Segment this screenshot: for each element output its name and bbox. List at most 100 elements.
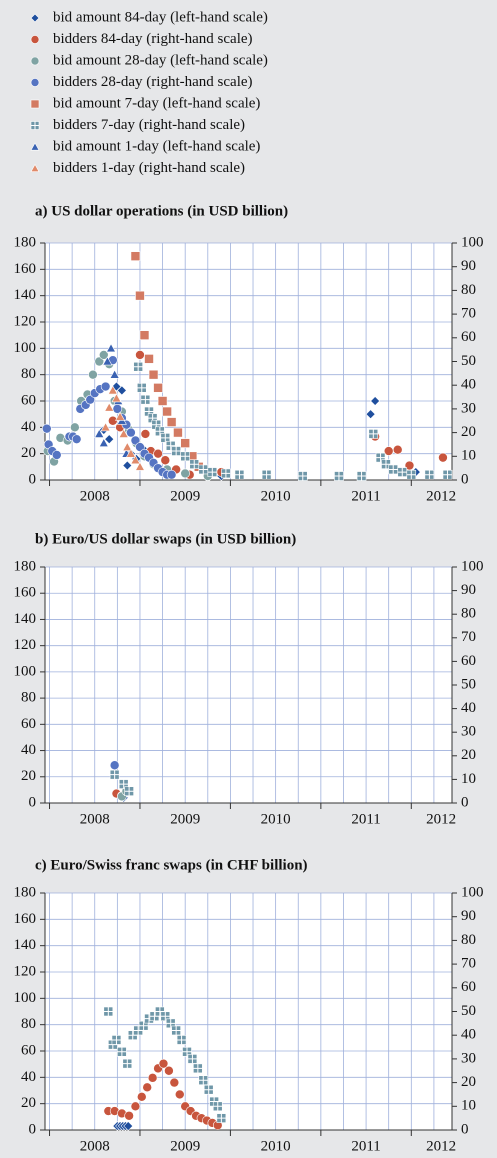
marker-square	[130, 251, 141, 261]
marker-triangle	[118, 428, 129, 438]
legend-label: bidders 7-day (right-hand scale)	[53, 117, 245, 133]
marker-body	[162, 406, 172, 417]
marker-square	[157, 396, 168, 406]
y2-tick-label: 0	[461, 471, 469, 487]
y-tick-label: 20	[21, 445, 36, 461]
marker-cross	[234, 470, 244, 480]
marker-square	[381, 459, 391, 470]
marker-square	[144, 354, 154, 364]
marker-circle	[70, 422, 80, 433]
marker-cross	[193, 1063, 203, 1073]
y2-tick-label: 10	[461, 1098, 476, 1114]
marker-circle	[153, 448, 163, 459]
y-tick-label: 20	[21, 1095, 36, 1111]
marker-circle	[30, 56, 40, 66]
marker-triangle	[134, 461, 145, 471]
x-tick-label: 2012	[426, 488, 456, 504]
marker-cross	[198, 1075, 208, 1085]
marker-triangle	[109, 369, 120, 379]
y2-tick-label: 90	[461, 908, 476, 924]
y-tick-label: 140	[14, 287, 37, 303]
marker-circle	[124, 1110, 134, 1121]
marker-square	[216, 1113, 227, 1123]
y2-tick-label: 50	[461, 353, 476, 369]
marker-cross	[189, 459, 199, 469]
marker-square	[207, 467, 218, 477]
marker-square	[30, 121, 40, 130]
marker-cross	[262, 470, 272, 480]
marker-body	[153, 383, 163, 393]
y2-tick-label: 70	[461, 629, 476, 645]
marker-cross	[406, 470, 416, 480]
y2-tick-label: 0	[461, 1121, 469, 1137]
marker-square	[198, 464, 209, 475]
marker-square	[180, 451, 190, 462]
y-tick-label: 160	[14, 261, 37, 277]
marker-square	[139, 330, 150, 340]
marker-circle	[438, 452, 448, 463]
legend-label: bidders 84-day (right-hand scale)	[53, 31, 253, 47]
marker-square	[111, 1035, 122, 1045]
marker-cross	[155, 426, 165, 436]
marker-triangle	[107, 385, 118, 395]
marker-circle	[135, 350, 145, 360]
marker-square	[103, 1006, 114, 1017]
marker-circle	[71, 434, 82, 444]
y-tick-label: 0	[29, 794, 37, 810]
marker-triangle	[98, 438, 109, 448]
x-tick-label: 2012	[426, 1138, 456, 1154]
marker-triangle	[130, 455, 141, 465]
marker-circle	[166, 469, 177, 480]
marker-square	[165, 1018, 176, 1029]
marker-cross	[133, 362, 143, 372]
y-tick-label: 100	[14, 990, 37, 1006]
marker-square	[171, 1025, 181, 1036]
marker-body	[173, 427, 183, 438]
y-tick-label: 60	[21, 716, 36, 732]
y-tick-label: 100	[14, 663, 37, 679]
y2-tick-label: 0	[461, 794, 469, 810]
marker-square	[155, 426, 165, 437]
marker-triangle	[122, 441, 133, 451]
y2-tick-label: 40	[461, 700, 476, 716]
marker-cross	[213, 1101, 223, 1111]
marker-circle	[100, 381, 111, 392]
marker-cross	[166, 1018, 176, 1028]
marker-diamond	[111, 381, 122, 392]
marker-square	[109, 769, 120, 780]
marker-circle	[160, 455, 171, 466]
marker-cross	[119, 779, 129, 789]
y2-tick-label: 90	[461, 258, 476, 274]
y-tick-label: 120	[14, 963, 37, 979]
x-tick-label: 2010	[261, 811, 291, 827]
x-tick-label: 2008	[80, 1138, 110, 1154]
marker-square	[297, 471, 308, 481]
marker-circle	[140, 429, 151, 439]
x-tick-label: 2010	[261, 1138, 291, 1154]
marker-cross	[424, 470, 434, 480]
y2-tick-label: 60	[461, 979, 476, 995]
y-tick-label: 180	[14, 884, 37, 900]
y-tick-label: 180	[14, 558, 37, 574]
marker-cross	[368, 429, 378, 439]
y-tick-label: 180	[14, 234, 37, 250]
marker-square	[118, 779, 129, 789]
marker-square	[176, 1035, 187, 1045]
marker-circle	[85, 394, 96, 405]
legend-label: bid amount 28-day (left-hand scale)	[53, 52, 268, 68]
marker-square	[388, 464, 399, 475]
y2-tick-label: 100	[461, 234, 484, 250]
legend-label: bid amount 1-day (left-hand scale)	[53, 138, 260, 154]
marker-body	[148, 369, 159, 380]
marker-square	[234, 469, 245, 480]
marker-triangle	[104, 402, 115, 412]
marker-triangle	[30, 142, 40, 151]
y-tick-label: 140	[14, 611, 37, 627]
x-tick-label: 2008	[80, 811, 110, 827]
marker-square	[165, 440, 176, 451]
y2-tick-label: 80	[461, 282, 476, 298]
x-tick-label: 2009	[170, 1138, 200, 1154]
marker-body	[135, 290, 145, 301]
y2-tick-label: 20	[461, 747, 476, 763]
marker-body	[30, 99, 40, 109]
